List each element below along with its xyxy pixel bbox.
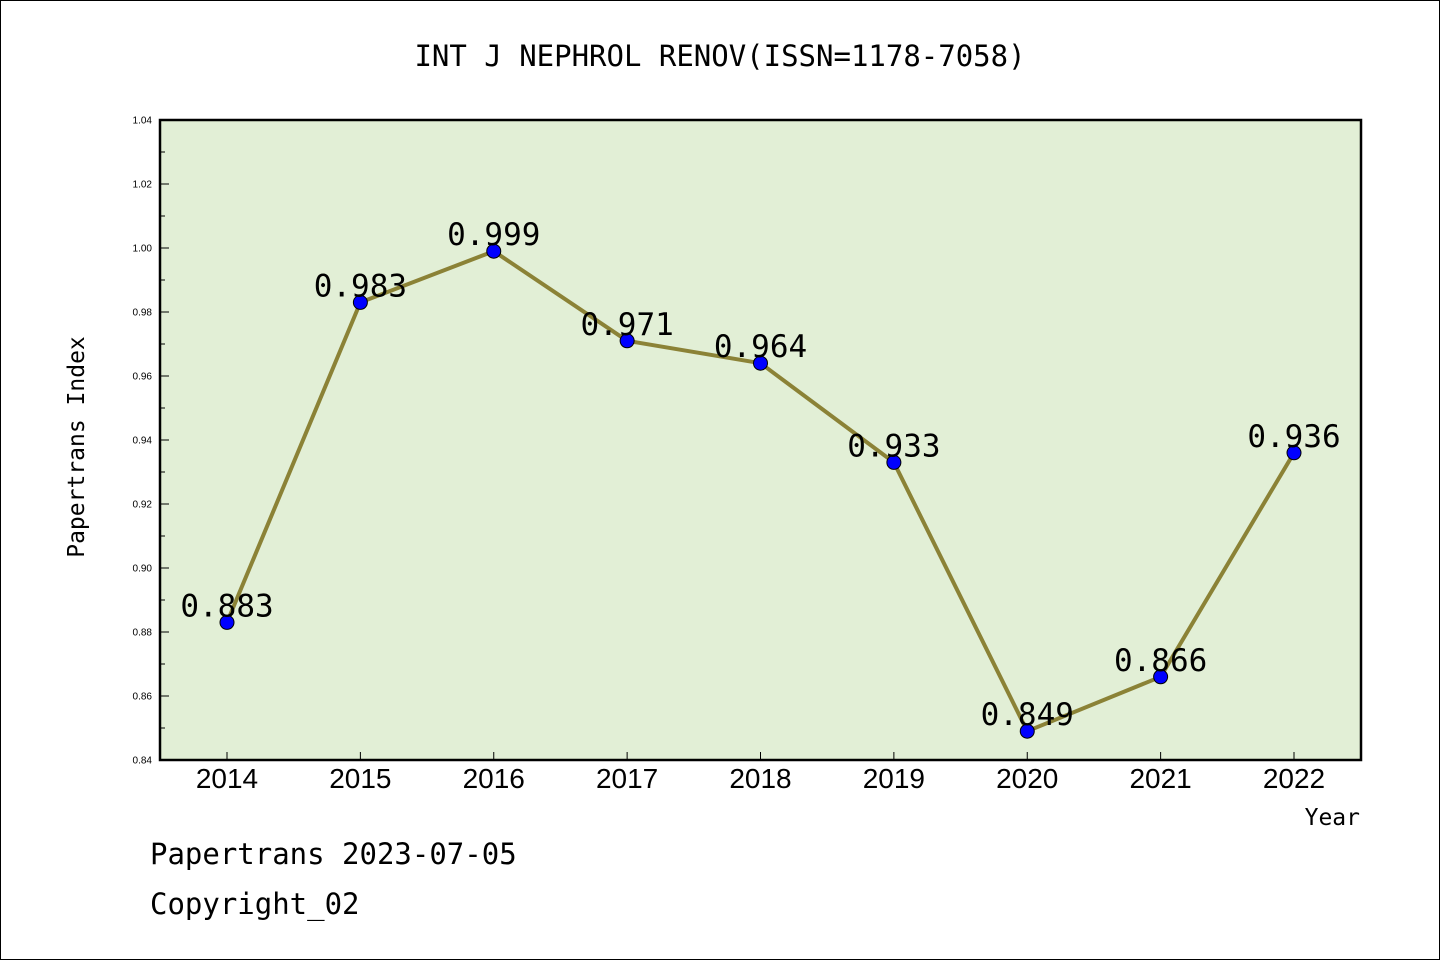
footer-copyright: Copyright_02 xyxy=(150,887,360,922)
y-tick-label: 1.00 xyxy=(133,244,153,255)
y-tick-label: 0.84 xyxy=(133,756,153,767)
data-point[interactable] xyxy=(352,294,368,310)
x-tick-label: 2016 xyxy=(463,763,525,794)
y-axis-label: Papertrans Index xyxy=(64,336,90,558)
y-tick-label: 0.96 xyxy=(133,372,153,383)
y-tick-label: 0.94 xyxy=(133,436,153,447)
x-tick-label: 2017 xyxy=(596,763,658,794)
y-tick-label: 0.86 xyxy=(133,692,153,703)
data-point[interactable] xyxy=(753,355,768,371)
y-tick-label: 0.88 xyxy=(133,628,153,639)
y-tick-label: 1.04 xyxy=(133,116,153,127)
data-label: 0.849 xyxy=(981,697,1074,733)
y-tick-label: 0.98 xyxy=(133,308,153,319)
data-label: 0.933 xyxy=(847,428,940,464)
footer-date: Papertrans 2023-07-05 xyxy=(150,837,517,871)
data-label: 0.883 xyxy=(180,588,273,624)
data-label: 0.936 xyxy=(1247,419,1340,455)
data-point[interactable] xyxy=(1019,723,1035,739)
y-tick-label: 1.02 xyxy=(133,180,153,191)
data-point[interactable] xyxy=(486,243,502,259)
data-point[interactable] xyxy=(886,454,902,470)
data-point[interactable] xyxy=(1153,669,1169,685)
x-tick-label: 2019 xyxy=(863,763,925,794)
data-point[interactable] xyxy=(619,333,635,349)
y-tick-label: 0.90 xyxy=(133,564,153,575)
data-label: 0.866 xyxy=(1114,643,1207,679)
x-axis-ticks: 2014 2015 2016 2017 2018 2019 2020 2021 2022 xyxy=(196,752,1325,794)
chart-title: INT J NEPHROL RENOV(ISSN=1178-7058) xyxy=(414,39,1025,73)
y-axis-ticks: 0.84 0.86 0.88 0.90 0.92 0.94 0.96 0.98 1.00 1.02… xyxy=(133,116,169,767)
x-tick-label: 2018 xyxy=(729,763,791,794)
x-tick-label: 2022 xyxy=(1263,763,1325,794)
data-point[interactable] xyxy=(1286,445,1302,461)
x-tick-label: 2020 xyxy=(996,763,1058,794)
plot-area xyxy=(158,118,1363,762)
x-tick-label: 2014 xyxy=(196,763,258,794)
series-layer: 0.883 0.983 0.999 0.971 0.964 0.933 0.849 0.866… xyxy=(180,217,1341,739)
x-tick-label: 2021 xyxy=(1129,763,1191,794)
y-tick-label: 0.92 xyxy=(133,500,153,511)
x-axis-label: Year xyxy=(1305,805,1360,831)
x-tick-label: 2015 xyxy=(329,763,391,794)
data-point[interactable] xyxy=(219,614,235,630)
data-label: 0.971 xyxy=(580,307,673,343)
data-label: 0.983 xyxy=(314,268,407,304)
data-label: 0.999 xyxy=(447,217,540,253)
data-label: 0.964 xyxy=(714,329,807,365)
